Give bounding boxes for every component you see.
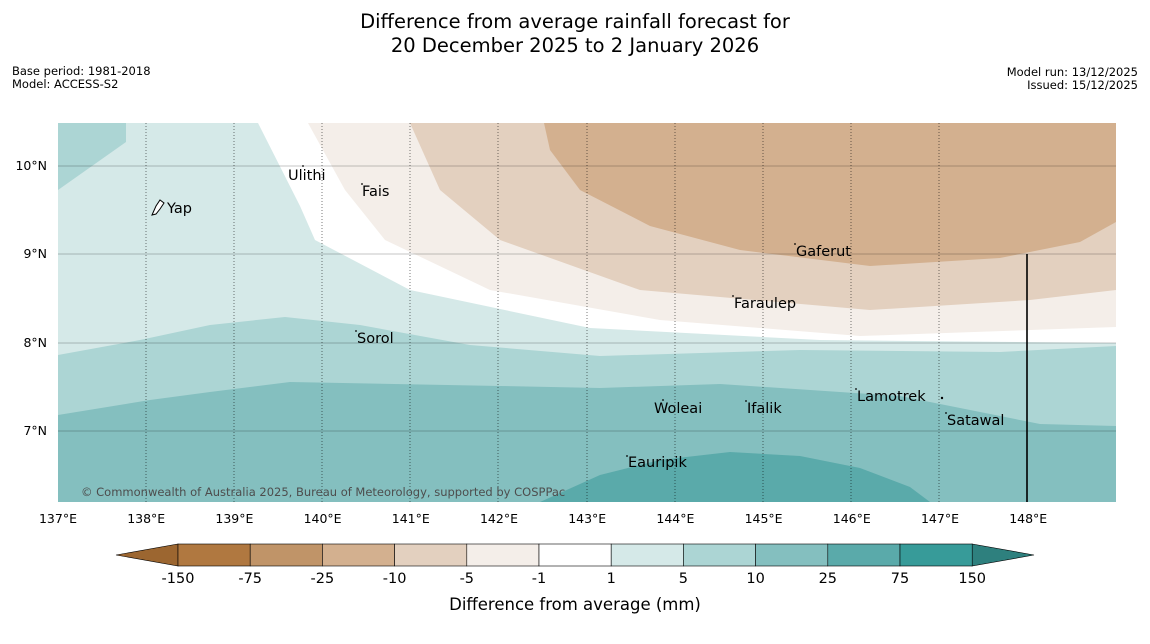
longitude-label: 145°E xyxy=(745,511,783,526)
legend-color-box xyxy=(538,543,612,567)
satawal-marker xyxy=(945,412,947,414)
longitude-label: 146°E xyxy=(833,511,871,526)
legend-tick-label: -25 xyxy=(311,571,335,587)
title-line-1: Difference from average rainfall forecas… xyxy=(360,10,790,33)
legend-tick-label: 5 xyxy=(679,571,688,587)
latitude-labels: 10°N 9°N 8°N 7°N xyxy=(15,158,47,438)
legend-tick-label: 10 xyxy=(746,571,764,587)
contour-tan xyxy=(544,123,1116,266)
lamotrek-east-marker xyxy=(940,396,944,400)
label-sorol: Sorol xyxy=(357,331,394,347)
base-period-label: Base period: 1981-2018 xyxy=(12,64,151,78)
longitude-labels: 137°E 138°E 139°E 140°E 141°E 142°E 143°E 144°E… xyxy=(39,511,1047,526)
legend-title: Difference from average (mm) xyxy=(449,595,701,614)
longitude-label: 137°E xyxy=(39,511,77,526)
sorol-marker xyxy=(355,330,357,332)
label-fais: Fais xyxy=(362,184,389,200)
legend-tick-label: 75 xyxy=(891,571,909,587)
legend-tick-label: -10 xyxy=(383,571,407,587)
legend-tick-label: 25 xyxy=(819,571,837,587)
longitude-label: 142°E xyxy=(480,511,518,526)
gaferut-marker xyxy=(794,243,796,245)
legend-tick-label: -1 xyxy=(532,571,546,587)
island-markers xyxy=(302,165,947,457)
longitude-gridlines xyxy=(145,123,940,502)
legend-tick-label: 1 xyxy=(607,571,616,587)
legend-over-arrow xyxy=(971,543,1035,567)
model-run-label: Model run: 13/12/2025 xyxy=(1006,65,1138,79)
longitude-label: 148°E xyxy=(1009,511,1047,526)
model-label: Model: ACCESS-S2 xyxy=(12,76,119,91)
latitude-label: 10°N xyxy=(15,158,47,173)
legend-tick-label: -150 xyxy=(162,571,195,587)
label-ifalik: Ifalik xyxy=(747,401,782,417)
colour-legend: -150 -75 -25 -10 -5 -1 1 5 10 25 75 150 Difference … xyxy=(115,543,1035,614)
label-lamotrek: Lamotrek xyxy=(857,389,926,405)
latitude-label: 9°N xyxy=(23,246,47,261)
label-eauripik: Eauripik xyxy=(628,455,687,471)
issued-label: Issued: 15/12/2025 xyxy=(1027,77,1138,92)
legend-color-box xyxy=(827,543,901,567)
legend-color-box xyxy=(610,543,684,567)
longitude-label: 139°E xyxy=(215,511,253,526)
longitude-label: 141°E xyxy=(392,511,430,526)
longitude-label: 147°E xyxy=(921,511,959,526)
legend-color-box xyxy=(394,543,468,567)
contour-teal-5-10-corner xyxy=(58,123,126,190)
legend-color-box xyxy=(249,543,323,567)
longitude-label: 144°E xyxy=(656,511,694,526)
lamotrek-marker xyxy=(855,388,857,390)
legend-tick-labels: -150 -75 -25 -10 -5 -1 1 5 10 25 75 150 xyxy=(162,571,987,587)
legend-color-box xyxy=(466,543,540,567)
longitude-label: 140°E xyxy=(304,511,342,526)
fais-marker xyxy=(361,183,363,185)
legend-color-box xyxy=(683,543,756,567)
woleai-marker xyxy=(662,399,664,401)
label-yap: Yap xyxy=(166,201,192,217)
legend-color-box xyxy=(322,543,395,567)
label-satawal: Satawal xyxy=(947,413,1004,429)
label-ulithi: Ulithi xyxy=(288,168,326,184)
base-info: Base period: 1981-2018 Model: ACCESS-S2 xyxy=(12,65,151,90)
chart-title: Difference from average rainfall forecas… xyxy=(0,10,1150,58)
legend-tick-label: -5 xyxy=(460,571,474,587)
label-woleai: Woleai xyxy=(654,401,702,417)
latitude-label: 8°N xyxy=(23,335,47,350)
legend-tick-label: -75 xyxy=(238,571,262,587)
copyright-notice: © Commonwealth of Australia 2025, Bureau… xyxy=(81,485,565,499)
longitude-label: 143°E xyxy=(568,511,606,526)
eauripik-marker xyxy=(626,455,628,457)
place-labels: Yap Ulithi Fais Gaferut Faraulep Sorol L… xyxy=(166,168,1004,471)
title-line-2: 20 December 2025 to 2 January 2026 xyxy=(390,34,760,57)
legend-color-box xyxy=(755,543,829,567)
longitude-label: 138°E xyxy=(127,511,165,526)
run-info: Model run: 13/12/2025 Issued: 15/12/2025 xyxy=(1007,66,1138,91)
legend-tick-label: 150 xyxy=(958,571,986,587)
ifalik-marker xyxy=(745,400,747,402)
ulithi-marker xyxy=(302,165,304,167)
label-faraulep: Faraulep xyxy=(734,296,796,312)
legend-under-arrow xyxy=(115,543,179,567)
label-gaferut: Gaferut xyxy=(796,244,851,260)
yap-island-shape xyxy=(151,199,165,216)
legend-color-box xyxy=(899,543,973,567)
latitude-label: 7°N xyxy=(23,423,47,438)
legend-color-boxes xyxy=(177,543,973,567)
legend-color-box xyxy=(177,543,251,567)
rainfall-map: Yap Ulithi Fais Gaferut Faraulep Sorol L… xyxy=(58,123,1116,502)
faraulep-marker xyxy=(732,295,734,297)
contour-teal-25-75 xyxy=(540,452,930,502)
